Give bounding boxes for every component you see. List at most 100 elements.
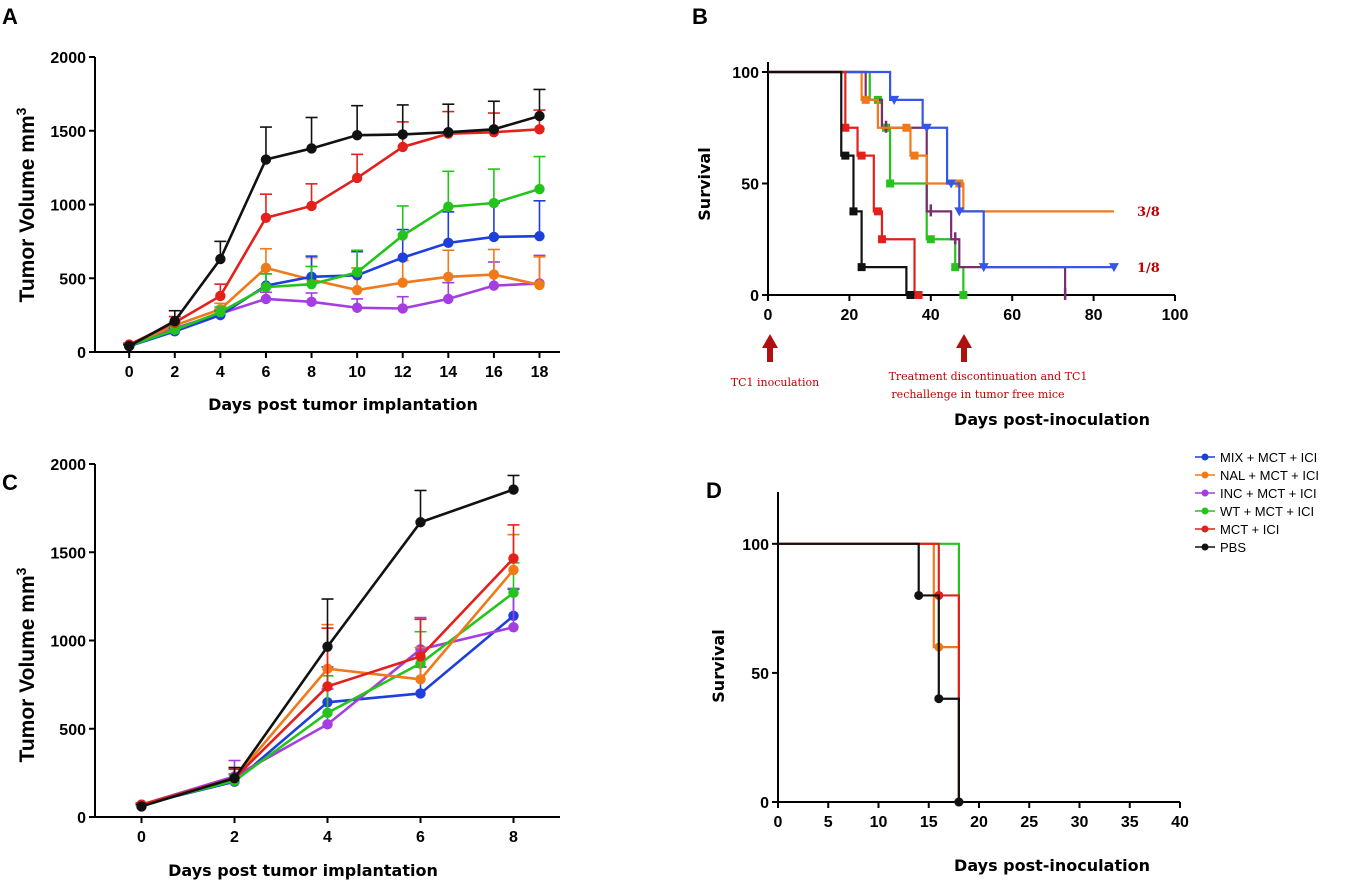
panel-a-y-tick-label: 500 <box>59 271 86 288</box>
panel-b-marker <box>921 123 932 133</box>
panel-b-series-survmix <box>768 70 1119 273</box>
panel-d-x-tick-label: 30 <box>1071 814 1089 831</box>
panel-letter-c: C <box>2 470 18 495</box>
legend-item-wt: WT + MCT + ICI <box>1194 502 1365 520</box>
panel-b-x-tick-label: 100 <box>1162 307 1189 324</box>
panel-a-point <box>488 197 500 209</box>
panel-a-point <box>123 340 135 352</box>
panel-a-point <box>534 183 545 195</box>
panel-a-point <box>169 315 180 327</box>
panel-d-x-tick-label: 5 <box>824 814 833 831</box>
panel-c-y-tick-label: 1000 <box>50 634 86 651</box>
panel-a-point <box>488 280 500 291</box>
panel-a-point <box>306 143 317 154</box>
panel-b-marker <box>978 263 989 273</box>
panel-b-marker <box>954 207 965 217</box>
legend-item-mix: MIX + MCT + ICI <box>1194 448 1365 466</box>
legend-label: INC + MCT + ICI <box>1220 485 1317 501</box>
panel-d-x-tick-label: 25 <box>1020 814 1038 831</box>
panel-b-series-survinc <box>768 70 1067 300</box>
panel-a-point <box>534 279 545 291</box>
panel-a-point <box>215 290 226 302</box>
panel-a-point <box>351 267 363 278</box>
panel-d-chart: 0 50 100 0 5 10 15 20 25 30 35 40 <box>742 492 1189 831</box>
panel-b-step-survpbs <box>768 70 911 297</box>
panel-a-y-tick-label: 1500 <box>50 124 86 141</box>
panel-d-x-tick-label: 0 <box>774 814 783 831</box>
panel-letter-b: B <box>692 4 708 29</box>
panel-b-marker <box>959 291 968 299</box>
panel-a-point <box>215 253 226 265</box>
panel-a-point <box>351 284 363 296</box>
panel-b-x-tick-label: 60 <box>1003 307 1021 324</box>
panel-c-point <box>415 674 426 685</box>
panel-a-point <box>260 262 272 274</box>
panel-a-chart: 0 500 1000 1500 2000 0 2 4 6 8 10 12 14 16 18 <box>50 50 560 381</box>
panel-b-marker <box>902 123 911 132</box>
panel-d-x-tick-label: 10 <box>870 814 888 831</box>
panel-c-point <box>508 484 519 495</box>
panel-d-series-mct <box>778 542 964 807</box>
panel-a-series-mct <box>123 109 546 350</box>
panel-d-step-mct <box>778 542 961 802</box>
legend-item-mct: MCT + ICI <box>1194 520 1365 538</box>
panel-c-point <box>322 681 333 692</box>
panel-c-point <box>136 801 147 812</box>
panel-b-marker <box>841 123 850 132</box>
panel-b-marker <box>886 179 895 188</box>
panel-a-x-tick-label: 18 <box>531 364 549 381</box>
panel-b-xlabel: Days post-inoculation <box>954 410 1150 429</box>
panel-a-point <box>397 303 408 314</box>
legend-item-nal: NAL + MCT + ICI <box>1194 466 1365 484</box>
panel-a-point <box>534 110 545 122</box>
panel-a-point <box>260 293 272 305</box>
panel-a-x-tick-label: 10 <box>348 364 366 381</box>
panel-c-x-tick-label: 0 <box>137 829 146 846</box>
panel-b-y-tick-label: 50 <box>741 177 759 194</box>
panel-d-series-wt <box>778 542 964 807</box>
legend-swatch <box>1195 525 1215 533</box>
panel-b-marker <box>946 179 957 189</box>
legend-swatch <box>1195 489 1215 497</box>
panel-b-marker <box>841 151 850 160</box>
panel-b-series-survpbs <box>768 70 915 299</box>
rechallenge-label: rechallenge in tumor free mice <box>891 388 1064 401</box>
legend-swatch <box>1195 543 1215 551</box>
survival-fraction-3-8: 3/8 <box>1137 205 1160 220</box>
inoculation-arrow <box>762 334 778 362</box>
panel-a-series-nal <box>123 247 546 350</box>
panel-d-xlabel: Days post-inoculation <box>954 856 1150 875</box>
panel-a-point <box>306 296 317 308</box>
panel-b-x-tick-label: 40 <box>922 307 940 324</box>
panel-a-point <box>534 124 545 135</box>
panel-c-point <box>508 587 519 599</box>
panel-a-point <box>351 129 363 141</box>
panel-a-point <box>443 237 454 249</box>
panel-d-marker <box>914 590 924 600</box>
treatment-discontinuation-arrow <box>956 334 972 362</box>
panel-a-point <box>443 293 454 305</box>
panel-c-chart: 0 500 1000 1500 2000 0 2 4 6 8 <box>50 457 560 846</box>
panel-b-x-tick-label: 80 <box>1085 307 1103 324</box>
panel-c-y-tick-label: 1500 <box>50 545 86 562</box>
panel-d-x-tick-label: 15 <box>920 814 938 831</box>
legend-label: PBS <box>1220 539 1247 555</box>
panel-d-marker <box>934 694 944 704</box>
panel-a-point <box>534 231 545 242</box>
panel-b-marker <box>861 95 870 104</box>
panel-a-x-tick-label: 4 <box>216 364 225 381</box>
panel-a-ylabel: Tumor Volume mm3 <box>13 107 39 302</box>
panel-a-y-tick-label: 0 <box>77 345 86 362</box>
panel-b-x-tick-label: 0 <box>764 307 773 324</box>
panel-letter-a: A <box>2 4 18 29</box>
panel-b-y-tick-label: 0 <box>750 288 759 305</box>
panel-b-y-tick-label: 100 <box>732 65 759 82</box>
panel-a-point <box>260 154 272 165</box>
panel-a-y-tick-label: 1000 <box>50 198 86 215</box>
panel-a-point <box>397 141 408 153</box>
panel-a-point <box>306 200 317 212</box>
panel-b-step-survmct <box>768 70 919 297</box>
panel-a-point <box>397 277 408 288</box>
panel-b-marker <box>873 207 882 216</box>
panel-a-point <box>351 302 363 313</box>
